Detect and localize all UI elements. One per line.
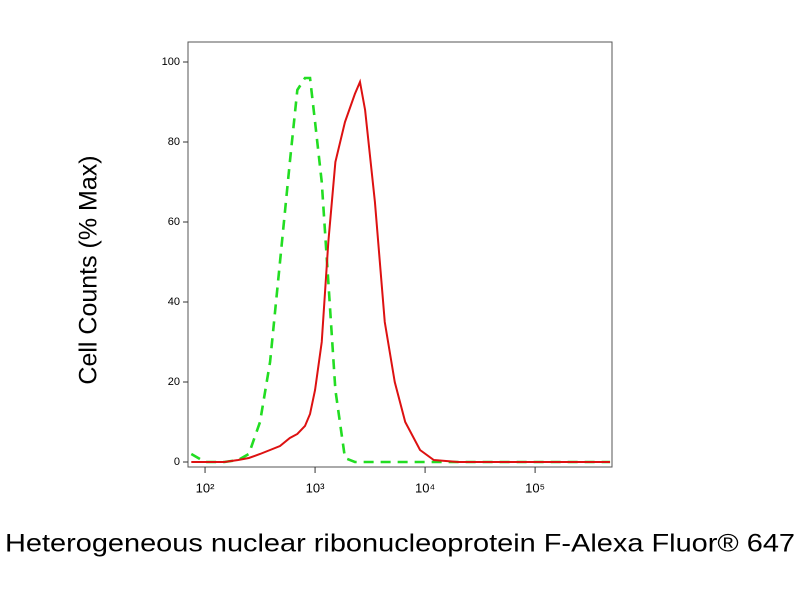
series-line — [191, 78, 611, 463]
y-tick-label: 60 — [168, 216, 180, 228]
y-tick-label: 100 — [162, 56, 180, 68]
plot-frame — [187, 41, 613, 468]
x-axis-label: Heterogeneous nuclear ribonucleoprotein … — [5, 530, 795, 558]
y-axis-label: Cell Counts (% Max) — [75, 155, 103, 384]
y-tick-label: 0 — [174, 456, 180, 468]
y-tick-label: 40 — [168, 296, 180, 308]
series-line — [190, 76, 611, 464]
x-tick-label: 10⁴ — [415, 480, 435, 495]
x-tick-label: 10⁵ — [525, 480, 545, 495]
y-tick-label: 20 — [168, 376, 180, 388]
x-tick-label: 10² — [196, 480, 215, 495]
y-tick-label: 80 — [168, 136, 180, 148]
x-tick-label: 10³ — [306, 480, 325, 495]
